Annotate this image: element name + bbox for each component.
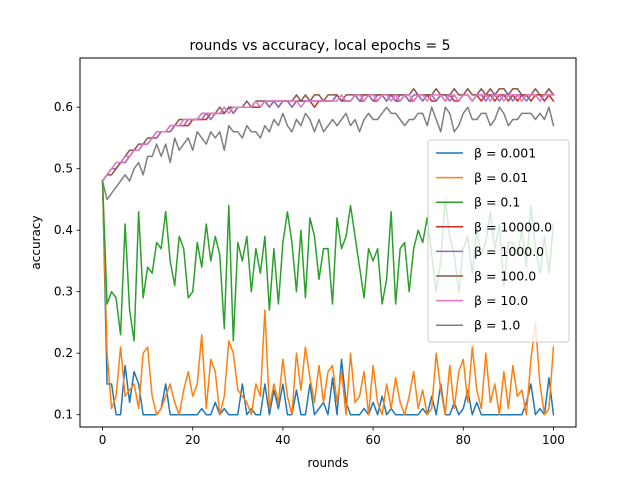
x-axis-title: rounds (307, 456, 348, 470)
legend-box (427, 139, 570, 343)
legend-label-2: β = 0.1 (474, 195, 520, 210)
plot-frame (79, 57, 577, 428)
y-tick-label: 0.2 (54, 346, 73, 360)
chart-title: rounds vs accuracy, local epochs = 5 (189, 38, 450, 54)
x-tick-label: 0 (99, 433, 107, 447)
y-tick-label: 0.5 (54, 162, 73, 176)
series-line-1 (101, 180, 555, 416)
x-tick-label: 40 (275, 433, 290, 447)
legend-label-0: β = 0.001 (474, 146, 536, 161)
x-tick-label: 20 (185, 433, 200, 447)
y-axis: 0.1 0.2 0.3 0.4 0.5 0.6 (54, 100, 80, 422)
y-tick-label: 0.4 (54, 223, 73, 237)
legend-label-3: β = 10000.0 (474, 219, 552, 234)
series-line-6 (101, 94, 555, 183)
x-tick-label: 60 (365, 433, 380, 447)
legend-label-1: β = 0.01 (474, 170, 528, 185)
legend-label-7: β = 1.0 (474, 318, 520, 333)
x-axis: 0 20 40 60 80 100 (99, 427, 565, 447)
legend-label-5: β = 100.0 (474, 269, 536, 284)
x-tick-label: 100 (542, 433, 565, 447)
series-line-0 (101, 180, 555, 416)
y-tick-label: 0.3 (54, 285, 73, 299)
legend-label-6: β = 10.0 (474, 293, 528, 308)
y-tick-label: 0.1 (54, 408, 73, 422)
legend-label-4: β = 1000.0 (474, 244, 544, 259)
series-line-5 (101, 88, 555, 183)
y-axis-title: accuracy (29, 215, 43, 269)
x-tick-label: 80 (456, 433, 471, 447)
series-line-7 (101, 106, 555, 201)
y-tick-label: 0.6 (54, 100, 73, 114)
series-layer (101, 88, 555, 416)
legend: β = 0.001 β = 0.01 β = 0.1 β = 10000.0 β = 1… (427, 139, 570, 343)
